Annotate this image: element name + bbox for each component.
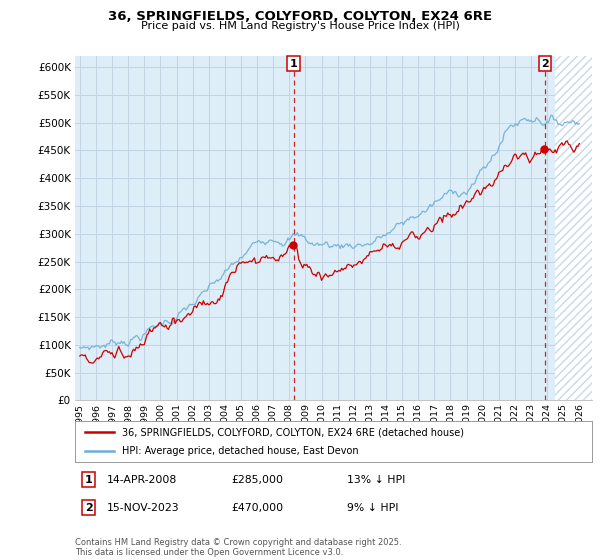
Text: Price paid vs. HM Land Registry's House Price Index (HPI): Price paid vs. HM Land Registry's House … xyxy=(140,21,460,31)
Text: 1: 1 xyxy=(85,475,92,485)
Text: 36, SPRINGFIELDS, COLYFORD, COLYTON, EX24 6RE: 36, SPRINGFIELDS, COLYFORD, COLYTON, EX2… xyxy=(108,10,492,23)
Text: Contains HM Land Registry data © Crown copyright and database right 2025.
This d: Contains HM Land Registry data © Crown c… xyxy=(75,538,401,557)
Text: 2: 2 xyxy=(541,59,549,69)
Text: £470,000: £470,000 xyxy=(231,503,283,513)
Text: 9% ↓ HPI: 9% ↓ HPI xyxy=(347,503,398,513)
Text: 15-NOV-2023: 15-NOV-2023 xyxy=(107,503,179,513)
Bar xyxy=(555,56,592,400)
Text: 36, SPRINGFIELDS, COLYFORD, COLYTON, EX24 6RE (detached house): 36, SPRINGFIELDS, COLYFORD, COLYTON, EX2… xyxy=(122,427,464,437)
Text: 14-APR-2008: 14-APR-2008 xyxy=(107,475,177,485)
Text: 13% ↓ HPI: 13% ↓ HPI xyxy=(347,475,405,485)
Text: HPI: Average price, detached house, East Devon: HPI: Average price, detached house, East… xyxy=(122,446,358,456)
Text: 2: 2 xyxy=(85,503,92,513)
Text: 1: 1 xyxy=(290,59,298,69)
Text: £285,000: £285,000 xyxy=(231,475,283,485)
